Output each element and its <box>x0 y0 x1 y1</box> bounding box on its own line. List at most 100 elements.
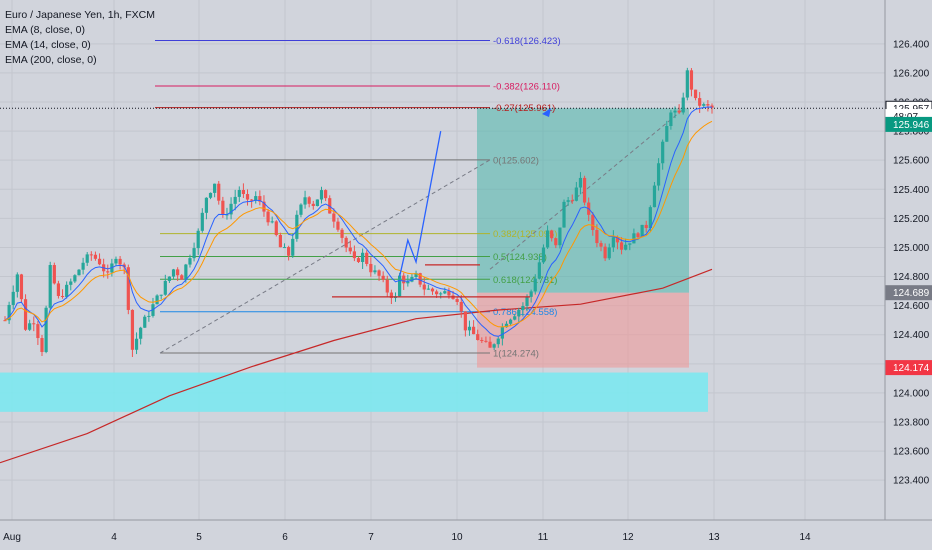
candle-body <box>56 283 61 296</box>
candle-body <box>455 299 459 302</box>
projection-arrow <box>398 130 442 277</box>
candle-body <box>447 291 451 296</box>
x-tick-label: 10 <box>451 532 463 543</box>
candle-body <box>624 244 628 250</box>
fib-level-label: 0(125.602) <box>493 155 539 166</box>
candle-body <box>517 310 521 317</box>
candle-body <box>184 264 188 280</box>
drawings[interactable] <box>332 108 551 298</box>
fib-level-label: -0.382(126.110) <box>493 82 560 93</box>
candle-body <box>196 230 200 249</box>
candle-body <box>254 196 258 201</box>
candle-body <box>467 326 472 331</box>
fib-level-label: -0.618(126.423) <box>493 36 561 47</box>
candle-body <box>430 288 435 292</box>
price-label-box <box>885 360 932 376</box>
candle-body <box>545 230 550 248</box>
candle-body <box>85 254 89 263</box>
candle-body <box>23 299 28 330</box>
candle-body <box>299 204 303 215</box>
candle-body <box>303 197 307 205</box>
price-axis-bg <box>885 0 932 550</box>
candle-body <box>443 291 447 294</box>
candle-body <box>665 126 669 142</box>
candle-body <box>332 213 336 222</box>
candle-body <box>463 311 467 331</box>
candle-body <box>640 224 644 238</box>
candle-body <box>155 295 159 305</box>
candle-body <box>570 200 574 202</box>
symbol-title: Euro / Japanese Yen, 1h, FXCM <box>5 9 156 21</box>
candle-body <box>537 262 541 279</box>
candle-body <box>389 292 393 299</box>
candle-body <box>114 258 118 264</box>
candle-body <box>15 274 19 292</box>
x-tick-label: 6 <box>282 532 288 543</box>
trade-diagonal <box>489 107 686 270</box>
candle-body <box>439 293 443 295</box>
candle-body <box>710 105 714 108</box>
candle-body <box>36 324 40 339</box>
candle-body <box>93 254 98 259</box>
candle-body <box>681 97 685 113</box>
candle-body <box>471 326 476 335</box>
candle-body <box>562 201 566 228</box>
candle-body <box>611 237 615 248</box>
ema-8-line <box>4 106 713 337</box>
chart-legend: Euro / Japanese Yen, 1h, FXCM EMA (8, cl… <box>5 8 155 68</box>
candle-body <box>500 327 504 339</box>
x-tick-label: 5 <box>196 532 202 543</box>
candle-body <box>373 270 377 273</box>
candle-body <box>221 200 225 215</box>
candle-body <box>229 203 233 215</box>
fibonacci-retracement[interactable]: -0.618(126.423) -0.382(126.110) -0.27(125.… <box>0 36 885 360</box>
arrow-head <box>542 108 551 117</box>
candle-body <box>365 252 369 264</box>
candle-body <box>685 70 689 98</box>
candle-body <box>603 246 607 259</box>
candle-body <box>377 270 381 276</box>
y-tick-label: 125.400 <box>893 185 930 196</box>
y-tick-label: 125.800 <box>893 127 930 138</box>
candle-body <box>348 247 352 252</box>
candle-body <box>480 340 484 342</box>
candle-body <box>204 197 209 213</box>
price-label-text: 124.174 <box>893 363 930 374</box>
candle-body <box>167 276 172 281</box>
candle-body <box>3 320 7 322</box>
candle-body <box>171 269 176 277</box>
candle-body <box>233 196 237 204</box>
ema200-legend: EMA (200, close, 0) <box>5 54 97 66</box>
candle-body <box>237 190 241 197</box>
candle-body <box>291 238 295 256</box>
candle-body <box>159 294 163 296</box>
candle-body <box>40 338 44 352</box>
price-axis: 126.400126.200126.000125.800125.600125.4… <box>884 0 932 550</box>
y-tick-label: 125.000 <box>893 243 930 254</box>
candle-body <box>698 98 702 106</box>
candle-body <box>595 230 599 244</box>
candle-body <box>32 323 36 325</box>
candle-body <box>402 275 406 284</box>
candle-body <box>434 291 439 295</box>
candle-body <box>200 212 204 231</box>
candle-body <box>578 177 583 188</box>
candle-body <box>632 233 636 244</box>
candle-body <box>147 315 151 317</box>
candle-body <box>126 267 130 310</box>
candle-body <box>652 185 657 208</box>
candle-body <box>525 296 529 306</box>
candle-body <box>188 258 192 265</box>
ema-200-line <box>0 268 713 464</box>
candle-body <box>217 183 221 201</box>
candle-body <box>484 340 488 342</box>
price-label-box <box>885 116 932 132</box>
price-label-box <box>885 285 932 301</box>
candle-body <box>89 254 93 256</box>
candle-body <box>702 104 706 106</box>
candle-body <box>385 279 389 293</box>
candle-body <box>266 211 270 223</box>
candle-body <box>492 344 496 348</box>
